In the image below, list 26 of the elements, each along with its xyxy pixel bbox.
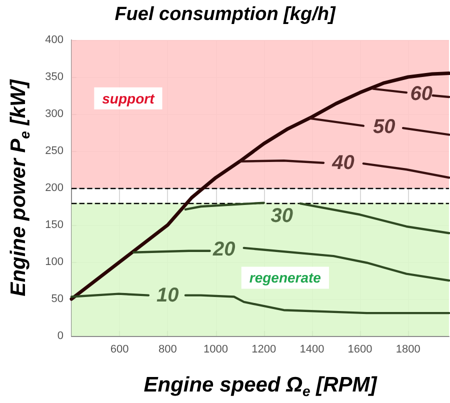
x-tick-label: 1000: [204, 344, 228, 356]
chart-title: Fuel consumption [kg/h]: [114, 4, 336, 25]
series-label: 60: [410, 83, 432, 106]
series-label: 30: [270, 205, 294, 228]
y-tick-label: 250: [45, 145, 64, 157]
band-label: support: [102, 90, 156, 106]
x-tick-label: 800: [158, 344, 177, 356]
y-tick-label: 100: [45, 256, 64, 268]
x-tick-label: 600: [110, 344, 129, 356]
y-axis-title: Engine power Pe [kW]: [7, 78, 32, 296]
y-tick-label: 50: [51, 293, 64, 305]
series-label: 10: [156, 284, 179, 306]
y-tick-label: 350: [45, 71, 64, 83]
y-tick-label: 150: [45, 219, 64, 231]
x-tick-label: 1600: [348, 344, 372, 356]
series-label: 40: [331, 152, 354, 174]
series-label: 50: [372, 116, 396, 138]
y-tick-label: 400: [45, 34, 64, 46]
x-tick-label: 1200: [252, 344, 276, 356]
y-tick-label: 0: [57, 330, 64, 342]
y-tick-label: 200: [45, 182, 64, 194]
band-label: regenerate: [249, 270, 322, 286]
y-tick-label: 300: [45, 108, 64, 120]
series-label: 20: [212, 238, 236, 260]
x-tick-label: 1400: [300, 344, 324, 356]
x-tick-label: 1800: [396, 344, 420, 356]
